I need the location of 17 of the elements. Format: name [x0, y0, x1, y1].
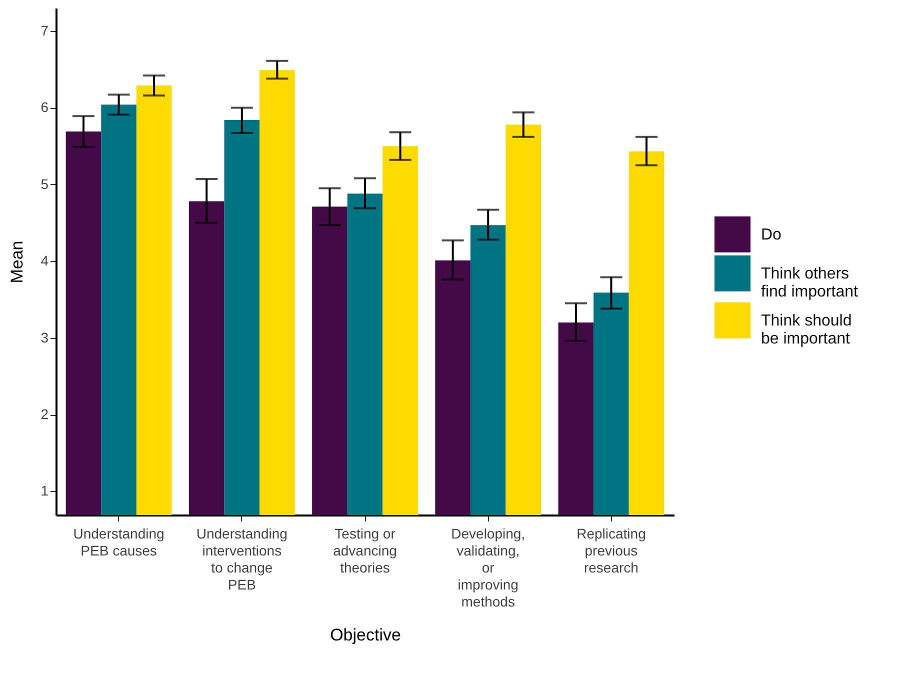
x-tick-label: Replicating previous research: [576, 526, 646, 576]
x-tick-label: Understanding PEB causes: [73, 526, 164, 558]
y-tick-label: 4: [40, 252, 49, 269]
y-tick-label: 3: [40, 329, 49, 346]
y-tick-label: 6: [40, 99, 49, 116]
y-tick-label: 1: [40, 482, 49, 499]
x-tick-label: Developing, validating, or improving methods: [451, 526, 526, 610]
y-tick-label: 5: [40, 176, 49, 192]
y-tick-label: 2: [40, 406, 49, 422]
legend-label: Think should be important: [761, 312, 852, 348]
y-axis-title: Mean: [8, 240, 27, 284]
legend-label: Think others find important: [761, 265, 858, 300]
legend-label: Do: [761, 226, 782, 244]
x-tick-label: Testing or advancing theories: [333, 526, 397, 576]
y-tick-label: 7: [40, 22, 49, 39]
x-tick-label: Understanding interventions to change PEB: [196, 526, 288, 592]
x-axis-title: Objective: [330, 626, 401, 644]
